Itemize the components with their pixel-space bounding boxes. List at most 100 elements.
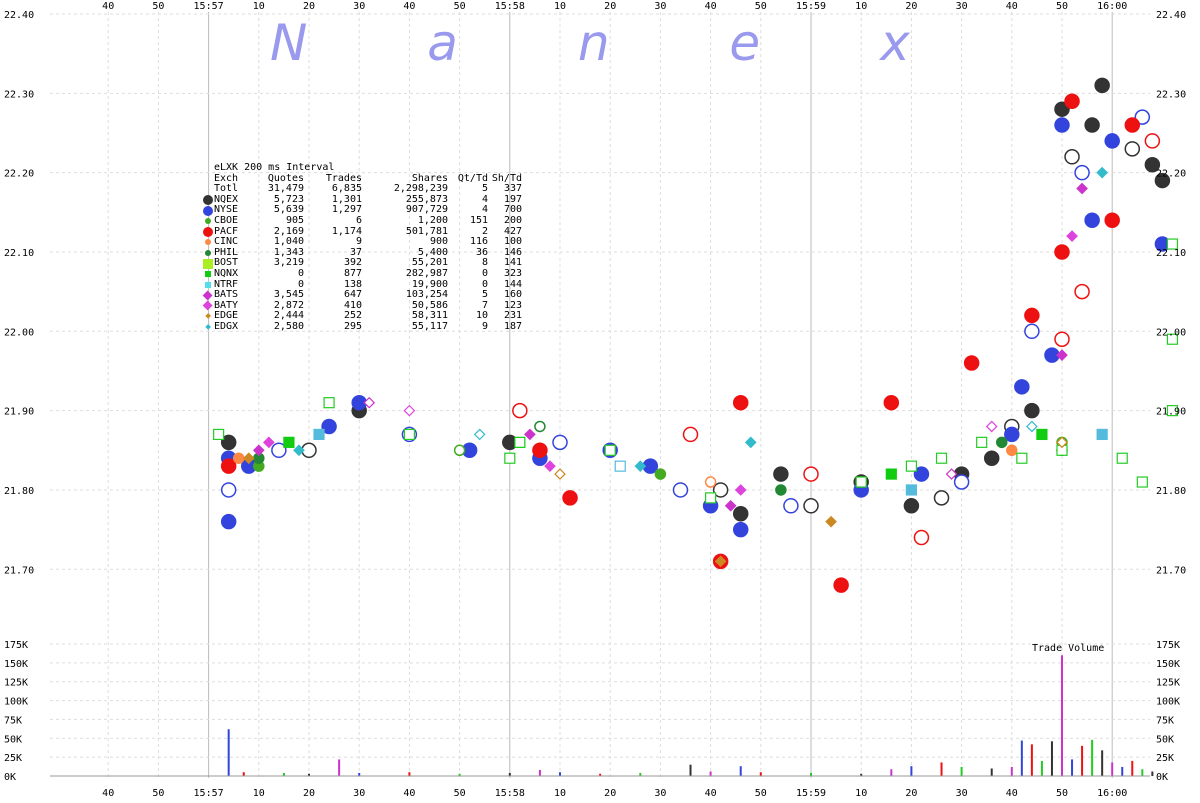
axes: 40 50 15:57 10 20 30 40 50 15:58 10 20 30 40 50 15:59 1… — [4, 1, 1186, 799]
stats-row: Totl 31,479 6,835 2,298,239 5 337 — [202, 184, 522, 195]
volume-tick-label-left: 0K — [4, 772, 16, 783]
stats-rows: Totl 31,479 6,835 2,298,239 5 337 NQEX 5,723 1,3… — [202, 184, 522, 332]
trade-marker-nyse — [1104, 133, 1120, 149]
stats-cell-trades: 410 — [343, 299, 362, 311]
trade-marker-bost — [1166, 333, 1179, 345]
stats-row: EDGX 2,580 295 55,117 9 187 — [202, 320, 522, 333]
trade-marker-edge — [554, 468, 566, 480]
stats-cell-quotes: 0 — [297, 278, 304, 290]
stats-cell-qt-td: 0 — [481, 278, 488, 290]
x-tick-label-bottom: 10 — [554, 788, 566, 799]
x-tick-label-bottom: 40 — [1006, 788, 1018, 799]
stats-cell-qt-td: 10 — [475, 310, 488, 322]
stats-cell-qt-td: 2 — [481, 225, 488, 237]
stats-cell-quotes: 0 — [297, 267, 304, 279]
stats-cell-shares: 900 — [429, 236, 448, 248]
stats-cell-quotes: 2,872 — [273, 299, 304, 311]
y-tick-label-left: 21.70 — [4, 565, 34, 576]
stats-cell-qt-td: 4 — [481, 193, 488, 205]
stats-cell-shares: 5,400 — [417, 246, 448, 258]
y-tick-label-right: 21.80 — [1156, 486, 1186, 497]
trade-marker-cinc — [1006, 444, 1018, 457]
stats-cell-trades: 9 — [355, 236, 362, 248]
legend-marker-icon — [202, 258, 214, 269]
header-qt-td: Qt/Td — [457, 172, 488, 184]
trade-marker-nqex — [1094, 77, 1110, 94]
y-tick-label-right: 21.70 — [1156, 565, 1186, 576]
legend-marker-icon — [202, 237, 214, 248]
x-tick-label-bottom: 30 — [654, 788, 666, 799]
trade-marker-phil — [775, 484, 787, 496]
volume-bar — [227, 729, 230, 776]
trade-marker-nyse — [1134, 109, 1151, 125]
stats-cell-exch: BATY — [214, 299, 239, 311]
volume-axis-label: Trade Volume — [1032, 643, 1104, 654]
volume-bar — [960, 766, 963, 776]
volume-tick-label-left: 100K — [4, 697, 28, 708]
trade-marker-pacf — [1024, 307, 1040, 324]
stats-cell-quotes: 905 — [285, 214, 304, 226]
stats-cell-sh-td: 146 — [503, 246, 522, 258]
volume-bar — [1071, 759, 1074, 776]
x-tick-label-top: 30 — [353, 1, 365, 12]
trade-marker-baty — [403, 404, 416, 417]
volume-bar — [940, 762, 943, 776]
stats-cell-qt-td: 5 — [481, 183, 488, 195]
stats-cell-exch: NYSE — [214, 204, 239, 216]
stats-title-text: eLXK 200 ms Interval — [214, 162, 335, 173]
volume-bar — [910, 766, 913, 776]
trade-marker-nqex — [712, 482, 729, 498]
legend-marker-icon — [202, 184, 214, 195]
stats-row: BATY 2,872 410 50,586 7 123 — [202, 299, 522, 312]
x-tick-label-top: 10 — [855, 1, 867, 12]
x-tick-label-top: 50 — [1056, 1, 1068, 12]
x-tick-label-top: 50 — [454, 1, 466, 12]
trade-marker-pacf — [1064, 93, 1080, 110]
y-tick-label-left: 21.90 — [4, 407, 34, 418]
trade-marker-pacf — [1144, 133, 1161, 149]
stats-row: BOST 3,219 392 55,201 8 141 — [202, 258, 522, 269]
volume-bar — [1091, 739, 1094, 776]
volume-tick-label-left: 75K — [4, 715, 22, 726]
volume-bar — [538, 769, 541, 776]
volume-bar — [1111, 762, 1114, 776]
trade-marker-phil — [996, 436, 1008, 449]
x-tick-label-top: 16:00 — [1097, 1, 1127, 12]
trade-marker-pacf — [1074, 283, 1090, 300]
trade-marker-baty — [1066, 230, 1078, 242]
stats-cell-sh-td: 187 — [503, 320, 522, 332]
trade-marker-edgx — [1026, 420, 1038, 433]
trade-marker-bost — [935, 452, 948, 464]
stats-cell-trades: 6 — [355, 214, 362, 226]
x-tick-label-bottom: 10 — [253, 788, 265, 799]
volume-bar — [759, 772, 762, 776]
trade-marker-cinc — [704, 476, 717, 488]
trade-marker-nyse — [1074, 164, 1090, 181]
stats-cell-trades: 6,835 — [331, 183, 362, 195]
legend-marker-icon — [202, 300, 214, 312]
stats-cell-shares: 2,298,239 — [393, 183, 448, 195]
header-trades: Trades — [325, 172, 362, 184]
trade-marker-nyse — [220, 482, 237, 498]
trade-marker-pacf — [883, 394, 900, 411]
trade-marker-nyse — [220, 513, 237, 530]
x-tick-label-top: 40 — [1006, 1, 1018, 12]
trade-marker-baty — [544, 460, 556, 472]
volume-bar — [408, 772, 411, 776]
y-tick-label-left: 22.00 — [4, 327, 34, 338]
x-tick-label-top: 40 — [403, 1, 415, 12]
x-tick-label-bottom: 10 — [855, 788, 867, 799]
trade-marker-edgx — [1096, 166, 1109, 179]
trade-marker-pacf — [1054, 331, 1070, 347]
trade-marker-baty — [985, 420, 998, 433]
stats-cell-trades: 1,301 — [331, 193, 362, 205]
volume-tick-label-right: 125K — [1156, 678, 1180, 689]
stats-row: NQEX 5,723 1,301 255,873 4 197 — [202, 193, 522, 206]
legend-marker-icon — [202, 195, 214, 206]
stats-cell-quotes: 5,723 — [273, 193, 304, 205]
volume-bar — [1040, 760, 1043, 776]
x-tick-label-top: 40 — [102, 1, 114, 12]
stats-cell-quotes: 1,343 — [273, 246, 304, 258]
stats-cell-exch: EDGE — [214, 310, 239, 322]
